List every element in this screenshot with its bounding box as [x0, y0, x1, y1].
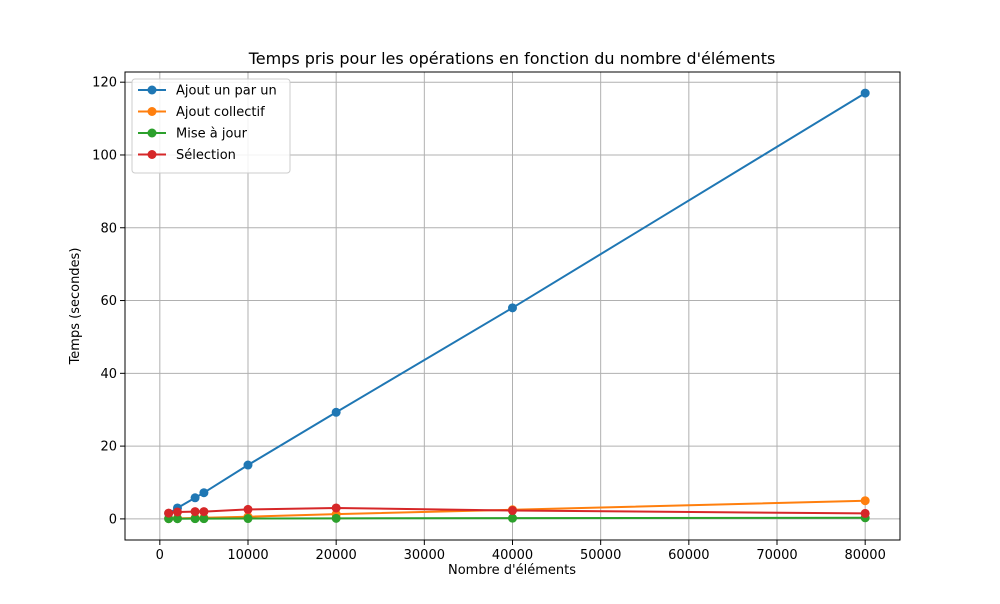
- x-tick-label: 60000: [668, 548, 709, 563]
- data-point: [508, 303, 517, 313]
- y-tick-label: 0: [109, 512, 117, 527]
- y-tick-label: 60: [100, 294, 117, 309]
- x-tick-label: 50000: [580, 548, 621, 563]
- x-tick-label: 30000: [404, 548, 445, 563]
- data-point: [243, 460, 253, 470]
- data-point: [331, 407, 341, 417]
- data-point: [199, 514, 209, 524]
- data-point: [199, 507, 209, 517]
- data-point: [243, 504, 253, 514]
- series-layer: [164, 88, 870, 524]
- legend-item: Mise à jour: [138, 127, 248, 142]
- data-point: [190, 507, 200, 517]
- series-2: [164, 513, 870, 524]
- legend-item: Ajout collectif: [138, 105, 265, 120]
- y-tick-label: 120: [92, 76, 117, 91]
- y-tick-label: 40: [100, 367, 117, 382]
- legend: Ajout un par un Ajout collectif Mise à jou…: [131, 78, 291, 174]
- legend-marker: [147, 128, 157, 138]
- legend-label: Ajout collectif: [176, 105, 265, 120]
- y-tick-label: 100: [92, 148, 117, 163]
- legend-marker: [147, 150, 157, 159]
- data-point: [508, 513, 517, 523]
- x-tick-label: 0: [156, 548, 164, 563]
- x-axis-label: Nombre d'éléments: [448, 563, 576, 578]
- legend-marker: [147, 107, 157, 116]
- data-point: [331, 503, 341, 513]
- data-point: [508, 506, 517, 516]
- x-tick-label: 40000: [492, 548, 533, 563]
- legend-label: Ajout un par un: [176, 84, 277, 99]
- data-point: [172, 514, 182, 524]
- x-tick-label: 20000: [315, 548, 356, 563]
- data-point: [860, 508, 870, 518]
- y-axis-label: Temps (secondes): [68, 248, 83, 366]
- data-point: [243, 514, 253, 524]
- data-point: [164, 508, 174, 518]
- data-point: [860, 88, 870, 98]
- data-point: [172, 507, 182, 517]
- data-point: [199, 488, 209, 498]
- data-point: [190, 514, 200, 524]
- chart-title: Temps pris pour les opérations en foncti…: [248, 49, 776, 68]
- y-tick-label: 20: [100, 440, 117, 455]
- legend-box: [131, 78, 291, 174]
- x-axis: 0 10000 20000 30000 40000 50000 60000 70000 8000…: [156, 540, 886, 563]
- y-tick-label: 80: [100, 221, 117, 236]
- legend-item: Sélection: [138, 148, 236, 163]
- data-point: [860, 496, 870, 506]
- legend-label: Mise à jour: [176, 127, 248, 142]
- data-point: [190, 493, 200, 503]
- y-axis: 0 20 40 60 80 100 120: [92, 76, 125, 527]
- series-3: [164, 503, 870, 518]
- legend-item: Ajout un par un: [138, 84, 277, 99]
- data-point: [331, 513, 341, 523]
- x-tick-label: 70000: [756, 548, 797, 563]
- legend-marker: [147, 85, 157, 95]
- legend-label: Sélection: [176, 148, 236, 163]
- x-tick-label: 10000: [227, 548, 268, 563]
- x-tick-label: 80000: [844, 548, 885, 563]
